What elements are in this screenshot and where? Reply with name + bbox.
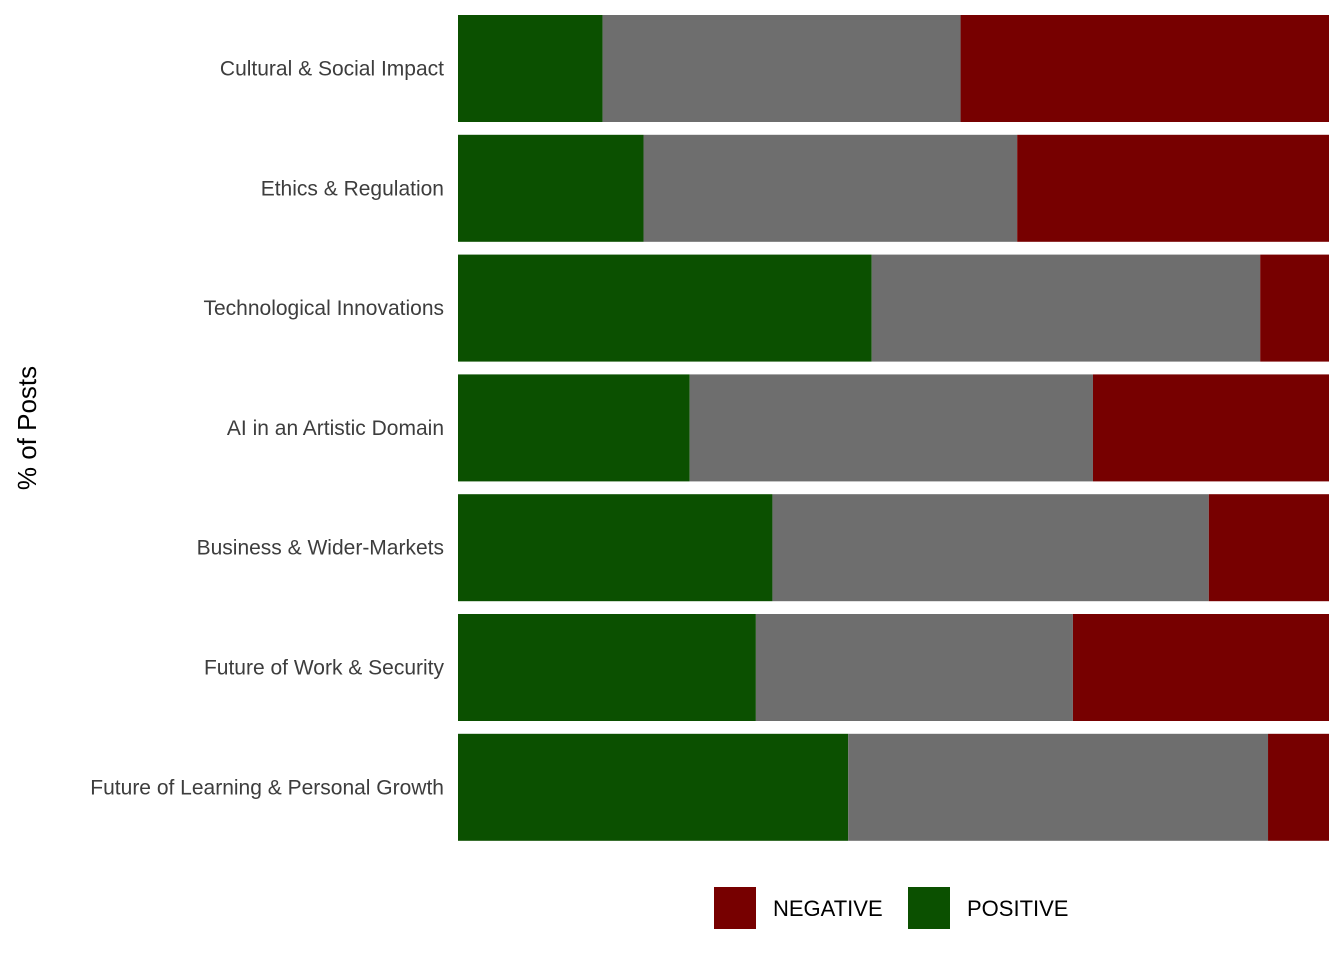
bar-negative-1 <box>1017 134 1329 242</box>
bar-positive-6 <box>458 733 849 841</box>
bar-neutral-6 <box>848 733 1269 841</box>
bar-negative-6 <box>1268 733 1329 841</box>
y-axis-title: % of Posts <box>12 366 42 490</box>
category-label-4: Business & Wider-Markets <box>197 537 444 560</box>
bar-negative-0 <box>960 15 1329 122</box>
category-label-1: Ethics & Regulation <box>261 177 444 200</box>
bars-layer <box>458 15 1329 841</box>
legend-label-negative: NEGATIVE <box>773 896 883 921</box>
category-label-6: Future of Learning & Personal Growth <box>90 776 444 799</box>
bar-neutral-1 <box>643 134 1018 242</box>
bar-neutral-0 <box>602 15 961 122</box>
legend-swatch-positive <box>908 887 950 929</box>
bar-neutral-4 <box>772 494 1209 602</box>
bar-neutral-2 <box>871 254 1261 362</box>
bar-negative-3 <box>1092 374 1329 482</box>
bar-negative-5 <box>1072 614 1329 721</box>
bar-neutral-3 <box>689 374 1093 482</box>
bar-negative-2 <box>1260 254 1329 362</box>
bar-positive-3 <box>458 374 690 482</box>
category-label-3: AI in an Artistic Domain <box>227 417 444 440</box>
bar-neutral-5 <box>755 614 1073 721</box>
bar-positive-0 <box>458 15 603 122</box>
category-label-0: Cultural & Social Impact <box>220 58 444 81</box>
bar-positive-5 <box>458 614 756 721</box>
category-label-2: Technological Innovations <box>204 297 445 320</box>
bar-positive-1 <box>458 134 644 242</box>
legend-label-positive: POSITIVE <box>967 896 1068 921</box>
legend-swatch-negative <box>714 887 756 929</box>
legend: NEGATIVE POSITIVE <box>714 887 1068 929</box>
bar-positive-4 <box>458 494 773 602</box>
bar-positive-2 <box>458 254 872 362</box>
category-labels: Cultural & Social Impact Ethics & Regulat… <box>90 58 444 800</box>
bar-negative-4 <box>1208 494 1329 602</box>
category-label-5: Future of Work & Security <box>204 657 445 680</box>
